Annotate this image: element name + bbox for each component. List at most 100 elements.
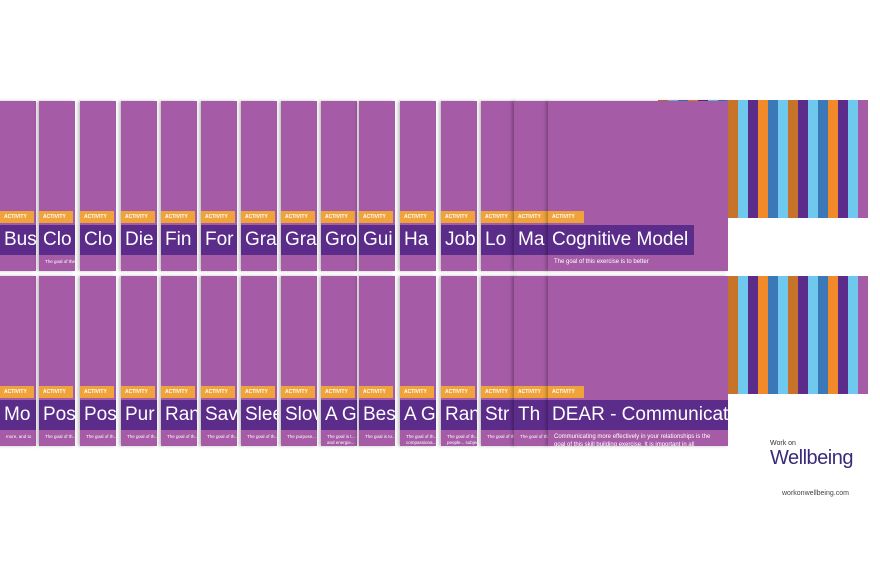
card-body: The purpose... slowness eve... living ap… (287, 434, 317, 439)
card-title: Cognitive Model (548, 225, 695, 255)
card-title: Ran (161, 400, 197, 430)
stripe (778, 276, 788, 394)
card-title: Mo (0, 400, 36, 430)
top-activity-card: ACTIVITY Clo (80, 101, 116, 271)
card-body: more, and to (6, 434, 32, 439)
activity-tag: ACTIVITY (121, 211, 155, 223)
activity-tag: ACTIVITY (80, 386, 114, 398)
top-activity-card: ACTIVITY Busi (0, 101, 36, 271)
activity-tag: ACTIVITY (359, 211, 393, 223)
stripe (778, 100, 788, 218)
stripe (818, 100, 828, 218)
stripe (768, 100, 778, 218)
activity-tag: ACTIVITY (359, 386, 393, 398)
activity-tag: ACTIVITY (514, 386, 548, 398)
top-activity-card: ACTIVITY Die (121, 101, 157, 271)
top-activity-card: ACTIVITY Fin (161, 101, 197, 271)
stripe (748, 276, 758, 394)
brand-logo: Work on Wellbeing workonwellbeing.com (770, 440, 853, 497)
card-title: Job (441, 225, 477, 255)
card-body: The goal is t... - a day infu... and rel… (327, 434, 357, 445)
card-title: Clo (80, 225, 116, 255)
stripe (748, 100, 758, 218)
stripe (858, 276, 868, 394)
top-activity-card: ACTIVITY Cognitive Model The goal of this … (548, 101, 728, 271)
stripe (728, 276, 738, 394)
activity-tag: ACTIVITY (441, 211, 475, 223)
stripe (838, 100, 848, 218)
card-body: The goal is to... of expecting t... Own … (365, 434, 395, 439)
activity-tag: ACTIVITY (161, 386, 195, 398)
card-body: The goal of th... your sleep hy... (247, 434, 277, 439)
card-title: Fin (161, 225, 197, 255)
top-activity-card: ACTIVITY Gra (241, 101, 277, 271)
card-body: The goal of th... intrage of a c... conc… (406, 434, 436, 445)
top-activity-card: ACTIVITY Job (441, 101, 477, 271)
bottom-activity-card: ACTIVITY Sav The goal of th... happiness a… (201, 276, 237, 446)
card-title: Die (121, 225, 157, 255)
bottom-activity-card: ACTIVITY Str The goal of th... identify an… (481, 276, 517, 446)
activity-tag: ACTIVITY (400, 386, 434, 398)
card-title: Gra (241, 225, 277, 255)
stripe (738, 276, 748, 394)
activity-tag: ACTIVITY (481, 386, 515, 398)
card-title: Gra (281, 225, 317, 255)
activity-tag: ACTIVITY (481, 211, 515, 223)
activity-tag: ACTIVITY (201, 211, 235, 223)
card-title: Ma (514, 225, 550, 255)
stripe (838, 276, 848, 394)
stripe (848, 276, 858, 394)
activity-tag: ACTIVITY (80, 211, 114, 223)
activity-tag: ACTIVITY (281, 386, 315, 398)
card-title: Gro (321, 225, 357, 255)
top-activity-card: ACTIVITY Gro (321, 101, 357, 271)
bottom-activity-card: ACTIVITY Mo more, and to (0, 276, 36, 446)
activity-tag: ACTIVITY (241, 211, 275, 223)
top-activity-card: ACTIVITY For (201, 101, 237, 271)
card-body: The goal of th... your frequent... by en… (45, 434, 75, 439)
top-activity-card: ACTIVITY Gui (359, 101, 395, 271)
card-body: The goal of th... more familiar... chara… (167, 434, 197, 439)
bottom-activity-card: ACTIVITY Ran The goal of th... wellbeing b… (441, 276, 477, 446)
card-title: Ran (441, 400, 477, 430)
activity-tag: ACTIVITY (161, 211, 195, 223)
activity-tag: ACTIVITY (241, 386, 275, 398)
stripe (798, 276, 808, 394)
card-title: Slov (281, 400, 317, 430)
stripe (858, 100, 868, 218)
top-activity-card: ACTIVITY Clo The goal of the e... can make… (39, 101, 75, 271)
card-title: DEAR - Communication (548, 400, 728, 430)
bottom-activity-card: ACTIVITY Bes The goal is to... of expectin… (359, 276, 395, 446)
card-body: The goal of th... happiness an... experi… (207, 434, 237, 439)
activity-tag: ACTIVITY (321, 211, 355, 223)
card-body: The goal of th... wellbeing by... acts o… (447, 434, 477, 445)
bottom-activity-card: ACTIVITY Th The goal of th... gratitude...… (514, 276, 550, 446)
card-title: Pos (80, 400, 116, 430)
card-title: Slee (241, 400, 277, 430)
top-activity-card: ACTIVITY Gra (281, 101, 317, 271)
activity-tag: ACTIVITY (548, 386, 584, 398)
brand-url: workonwellbeing.com (782, 490, 849, 497)
card-title: Clo (39, 225, 75, 255)
activity-tag: ACTIVITY (39, 386, 73, 398)
card-title: Lo (481, 225, 517, 255)
activity-tag: ACTIVITY (548, 211, 584, 223)
activity-tag: ACTIVITY (0, 211, 34, 223)
card-title: Bes (359, 400, 395, 430)
stripe (848, 100, 858, 218)
stripe (768, 276, 778, 394)
stripe (788, 276, 798, 394)
card-title: Busi (0, 225, 36, 255)
bottom-activity-card: ACTIVITY A G The goal is t... - a day infu… (321, 276, 357, 446)
bottom-activity-card: ACTIVITY Pur The goal of th... you to thin… (121, 276, 157, 446)
bottom-activity-card: ACTIVITY Slee The goal of th... your sleep… (241, 276, 277, 446)
card-title: Ha (400, 225, 436, 255)
card-body: The goal of th... identify and... streng… (487, 434, 517, 439)
card-body: The goal of th... gratitude... happier e… (520, 434, 550, 439)
brand-wellbeing: Wellbeing (770, 447, 853, 469)
stripe (808, 276, 818, 394)
top-activity-card: ACTIVITY Ma (514, 101, 550, 271)
card-title: Str (481, 400, 517, 430)
bottom-activity-card: ACTIVITY DEAR - Communication Communicatin… (548, 276, 728, 446)
brand-work-on: Work on (770, 440, 796, 447)
